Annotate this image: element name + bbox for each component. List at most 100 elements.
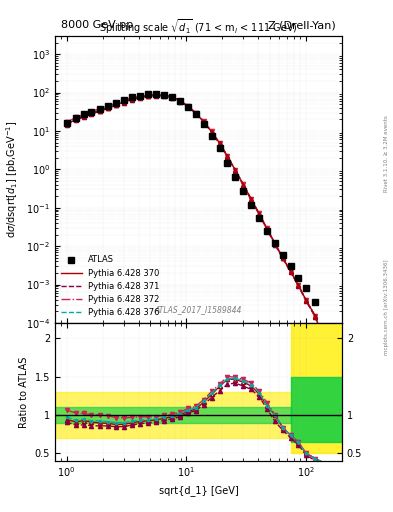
ATLAS: [280, 251, 285, 258]
Pythia 6.428 376: [193, 110, 198, 116]
Pythia 6.428 371: [74, 117, 79, 123]
Line: Pythia 6.428 370: Pythia 6.428 370: [67, 95, 330, 361]
Pythia 6.428 371: [162, 93, 166, 99]
Pythia 6.428 376: [89, 110, 94, 116]
Pythia 6.428 376: [146, 92, 151, 98]
ATLAS: [146, 91, 151, 97]
Pythia 6.428 372: [225, 153, 230, 159]
Pythia 6.428 370: [241, 182, 246, 188]
Pythia 6.428 371: [185, 103, 190, 110]
Pythia 6.428 371: [303, 297, 308, 304]
Pythia 6.428 370: [288, 268, 293, 274]
Pythia 6.428 376: [114, 101, 119, 108]
ATLAS: [249, 202, 253, 208]
Pythia 6.428 376: [280, 254, 285, 261]
Pythia 6.428 371: [64, 122, 69, 128]
Pythia 6.428 376: [64, 121, 69, 127]
ATLAS: [225, 160, 230, 166]
Pythia 6.428 372: [217, 140, 222, 146]
Pythia 6.428 376: [264, 226, 269, 232]
Pythia 6.428 371: [178, 98, 183, 104]
ATLAS: [178, 98, 183, 104]
ATLAS: [257, 215, 261, 221]
Text: Z (Drell-Yan): Z (Drell-Yan): [268, 20, 336, 30]
Pythia 6.428 370: [129, 96, 134, 102]
ATLAS: [154, 91, 158, 97]
Pythia 6.428 371: [114, 102, 119, 109]
Pythia 6.428 372: [328, 358, 332, 365]
Pythia 6.428 376: [105, 104, 110, 111]
Pythia 6.428 372: [257, 210, 261, 217]
ATLAS: [162, 92, 166, 98]
Pythia 6.428 376: [178, 98, 183, 104]
Pythia 6.428 370: [209, 129, 214, 135]
Pythia 6.428 371: [249, 197, 253, 203]
Pythia 6.428 370: [185, 103, 190, 110]
Pythia 6.428 371: [328, 360, 332, 366]
Pythia 6.428 376: [97, 107, 102, 113]
Pythia 6.428 376: [201, 118, 206, 124]
Pythia 6.428 376: [129, 96, 134, 102]
Text: ATLAS_2017_I1589844: ATLAS_2017_I1589844: [155, 305, 242, 314]
Pythia 6.428 371: [288, 269, 293, 275]
ATLAS: [138, 93, 142, 99]
ATLAS: [170, 94, 174, 100]
Pythia 6.428 370: [105, 105, 110, 111]
Pythia 6.428 376: [154, 92, 158, 98]
Pythia 6.428 372: [193, 110, 198, 116]
ATLAS: [288, 263, 293, 269]
Pythia 6.428 376: [225, 153, 230, 159]
Pythia 6.428 370: [217, 140, 222, 146]
Pythia 6.428 372: [162, 92, 166, 98]
ATLAS: [74, 115, 79, 121]
Pythia 6.428 372: [89, 109, 94, 115]
Pythia 6.428 370: [89, 110, 94, 116]
Pythia 6.428 370: [82, 113, 86, 119]
Pythia 6.428 370: [303, 297, 308, 303]
Pythia 6.428 370: [296, 282, 301, 288]
Pythia 6.428 372: [154, 91, 158, 97]
Pythia 6.428 372: [129, 95, 134, 101]
Pythia 6.428 371: [105, 105, 110, 112]
Pythia 6.428 372: [241, 181, 246, 187]
Pythia 6.428 372: [138, 93, 142, 99]
Pythia 6.428 371: [154, 93, 158, 99]
Pythia 6.428 376: [121, 98, 126, 104]
ATLAS: [328, 340, 332, 346]
Pythia 6.428 370: [328, 358, 332, 365]
Pythia 6.428 376: [209, 129, 214, 135]
Line: Pythia 6.428 372: Pythia 6.428 372: [67, 94, 330, 361]
Pythia 6.428 370: [313, 313, 318, 319]
Pythia 6.428 372: [209, 128, 214, 134]
Pythia 6.428 376: [162, 92, 166, 98]
Pythia 6.428 372: [296, 282, 301, 288]
Pythia 6.428 372: [303, 297, 308, 303]
Pythia 6.428 370: [233, 167, 238, 173]
Pythia 6.428 376: [233, 167, 238, 173]
Pythia 6.428 372: [185, 102, 190, 109]
Pythia 6.428 371: [97, 108, 102, 114]
Pythia 6.428 370: [121, 99, 126, 105]
Pythia 6.428 370: [138, 94, 142, 100]
Pythia 6.428 370: [178, 98, 183, 104]
Pythia 6.428 370: [249, 196, 253, 202]
Line: ATLAS: ATLAS: [64, 91, 333, 346]
Pythia 6.428 371: [264, 226, 269, 232]
ATLAS: [89, 109, 94, 115]
Pythia 6.428 370: [64, 121, 69, 127]
Pythia 6.428 371: [193, 111, 198, 117]
Pythia 6.428 371: [233, 168, 238, 174]
ATLAS: [233, 174, 238, 180]
Pythia 6.428 370: [272, 240, 277, 246]
Pythia 6.428 371: [272, 242, 277, 248]
Pythia 6.428 372: [201, 118, 206, 124]
Pythia 6.428 370: [74, 116, 79, 122]
Pythia 6.428 371: [296, 283, 301, 289]
Pythia 6.428 376: [272, 240, 277, 246]
ATLAS: [313, 299, 318, 305]
Pythia 6.428 371: [138, 95, 142, 101]
ATLAS: [82, 111, 86, 117]
ATLAS: [209, 133, 214, 139]
Pythia 6.428 371: [201, 119, 206, 125]
Y-axis label: Ratio to ATLAS: Ratio to ATLAS: [19, 356, 29, 428]
